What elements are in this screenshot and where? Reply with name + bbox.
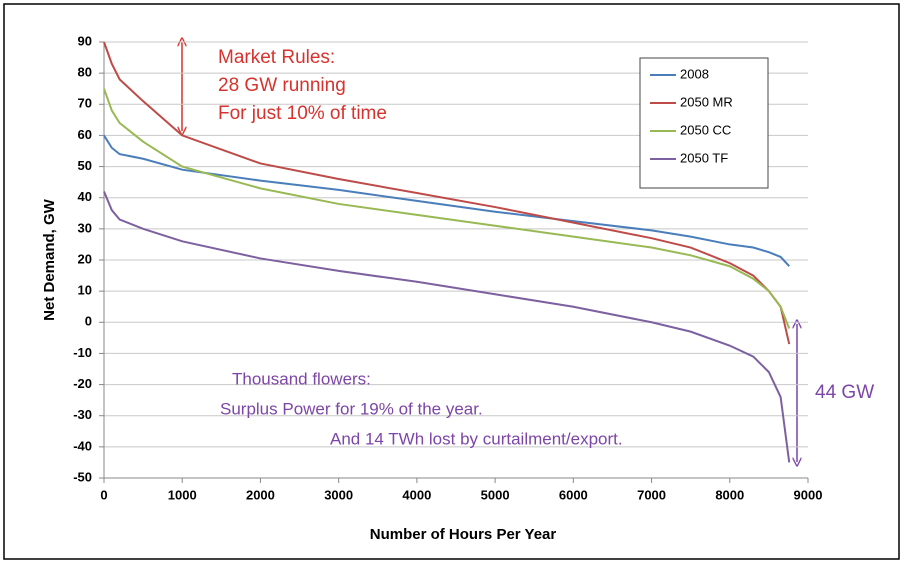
y-tick-label: 20 <box>78 251 92 266</box>
x-tick-label: 7000 <box>637 487 666 502</box>
annotation: 28 GW running <box>218 75 346 96</box>
x-tick-label: 6000 <box>559 487 588 502</box>
annotation: For just 10% of time <box>218 103 387 124</box>
legend-label: 2050 MR <box>680 94 733 109</box>
x-tick-label: 5000 <box>481 487 510 502</box>
x-tick-label: 8000 <box>715 487 744 502</box>
annotation: 44 GW <box>815 382 874 403</box>
annotation: Surplus Power for 19% of the year. <box>220 399 483 418</box>
x-tick-label: 0 <box>100 487 107 502</box>
x-tick-label: 2000 <box>246 487 275 502</box>
annotation: Thousand flowers: <box>232 369 371 388</box>
x-tick-label: 1000 <box>168 487 197 502</box>
x-tick-label: 3000 <box>324 487 353 502</box>
legend-label: 2008 <box>680 66 709 81</box>
y-tick-label: 0 <box>85 314 92 329</box>
y-tick-label: -10 <box>73 345 92 360</box>
y-tick-label: 10 <box>78 283 92 298</box>
x-tick-label: 9000 <box>794 487 823 502</box>
y-tick-label: 30 <box>78 220 92 235</box>
y-tick-label: 70 <box>78 96 92 111</box>
y-tick-label: 40 <box>78 189 92 204</box>
frame <box>3 3 900 560</box>
y-tick-label: 50 <box>78 158 92 173</box>
legend-label: 2050 TF <box>680 150 728 165</box>
annotation: Market Rules: <box>218 47 335 68</box>
y-tick-label: -20 <box>73 376 92 391</box>
y-tick-label: 90 <box>78 33 92 48</box>
x-axis-label: Number of Hours Per Year <box>370 526 557 543</box>
y-tick-label: -30 <box>73 407 92 422</box>
x-tick-label: 4000 <box>402 487 431 502</box>
y-tick-label: -50 <box>73 469 92 484</box>
y-tick-label: 80 <box>78 65 92 80</box>
y-tick-label: 60 <box>78 127 92 142</box>
legend-label: 2050 CC <box>680 122 731 137</box>
y-tick-label: -40 <box>73 438 92 453</box>
legend-box <box>639 57 769 189</box>
annotation: And 14 TWh lost by curtailment/export. <box>330 429 623 448</box>
line-series <box>103 191 791 463</box>
y-axis-label: Net Demand, GW <box>41 198 58 321</box>
line-series <box>103 88 791 329</box>
line-series <box>103 41 791 345</box>
line-series <box>103 134 790 267</box>
